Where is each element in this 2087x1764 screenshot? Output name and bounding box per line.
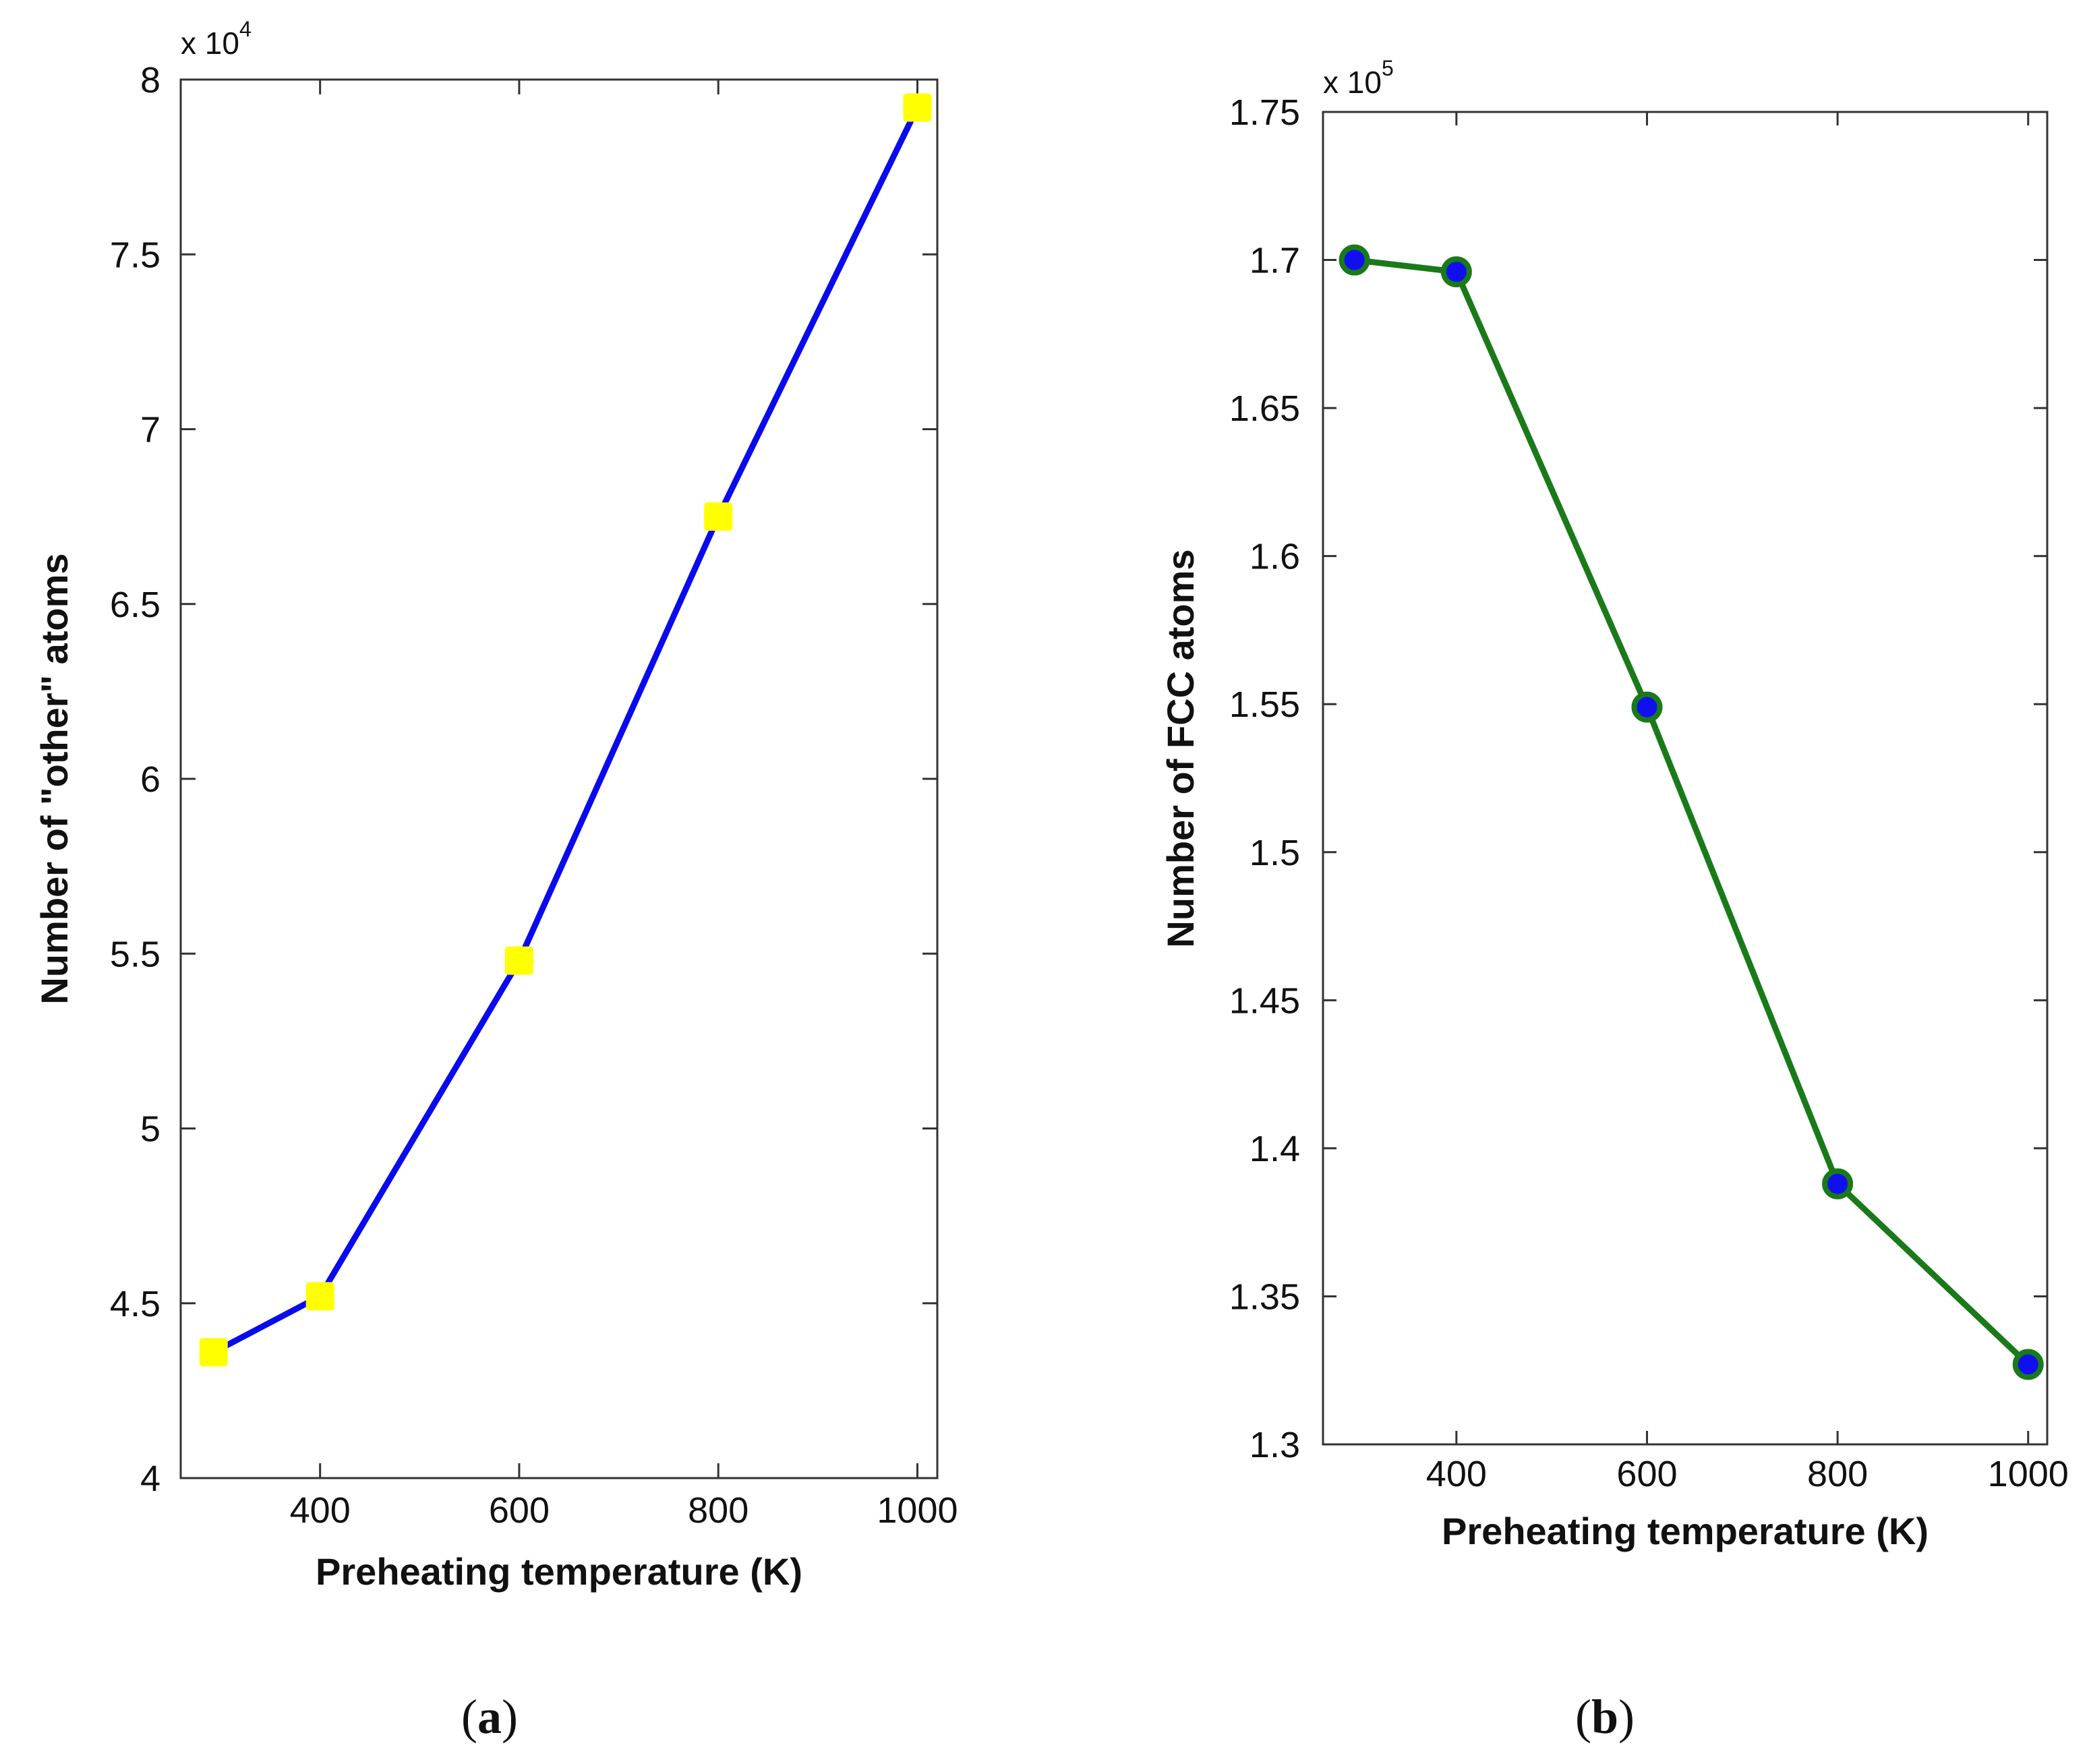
y-tick-label: 1.7 bbox=[1250, 241, 1300, 281]
y-tick-label: 1.35 bbox=[1229, 1276, 1300, 1317]
x-tick-label: 1000 bbox=[1988, 1454, 2069, 1494]
x-axis-label: Preheating temperature (K) bbox=[316, 1550, 802, 1593]
y-tick-label: 5 bbox=[140, 1109, 160, 1150]
x-axis-label: Preheating temperature (K) bbox=[1442, 1510, 1929, 1552]
data-point bbox=[704, 502, 733, 531]
x-ticks: 400 600 800 1000 bbox=[290, 80, 958, 1531]
y-multiplier: x 104 bbox=[181, 17, 252, 61]
x-tick-label: 1000 bbox=[877, 1490, 958, 1531]
y-tick-label: 7 bbox=[140, 410, 160, 450]
x-tick-label: 800 bbox=[688, 1490, 748, 1531]
x-tick-label: 800 bbox=[1807, 1454, 1868, 1494]
y-tick-label: 1.4 bbox=[1250, 1129, 1300, 1169]
y-tick-label: 7.5 bbox=[110, 235, 160, 275]
chart-panel-b: 1.3 1.35 1.4 1.45 1.5 1.55 1.6 1.65 1.7 1.75 400 6… bbox=[1159, 56, 2069, 1552]
data-point bbox=[305, 1282, 334, 1311]
x-tick-label: 600 bbox=[489, 1490, 550, 1531]
y-axis-label: Number of "other" atoms bbox=[33, 553, 76, 1004]
series-group bbox=[199, 93, 932, 1367]
y-tick-label: 1.6 bbox=[1250, 537, 1300, 577]
y-axis-label: Number of FCC atoms bbox=[1159, 549, 1202, 947]
caption-b: (b) bbox=[1575, 1690, 1635, 1744]
chart-panel-a: 4 4.5 5 5.5 6 6.5 7 7.5 8 400 600 800 1000 x 104 Pr… bbox=[33, 17, 958, 1593]
x-ticks: 400 600 800 1000 bbox=[1426, 112, 2069, 1494]
x-tick-label: 400 bbox=[290, 1490, 351, 1531]
y-tick-label: 1.5 bbox=[1250, 833, 1300, 873]
data-point bbox=[199, 1338, 228, 1367]
data-point bbox=[1631, 691, 1663, 723]
x-tick-label: 600 bbox=[1616, 1454, 1677, 1494]
y-tick-label: 1.65 bbox=[1229, 388, 1300, 429]
caption-a: (a) bbox=[461, 1690, 518, 1744]
data-point bbox=[504, 946, 533, 975]
y-tick-label: 6.5 bbox=[110, 585, 160, 625]
y-tick-label: 1.75 bbox=[1229, 92, 1300, 133]
y-tick-label: 1.55 bbox=[1229, 684, 1300, 725]
data-point bbox=[1440, 256, 1472, 288]
y-tick-label: 4.5 bbox=[110, 1284, 160, 1324]
y-tick-label: 4 bbox=[140, 1459, 160, 1499]
data-point bbox=[2012, 1349, 2044, 1380]
data-point bbox=[1339, 244, 1370, 276]
data-point bbox=[1822, 1168, 1854, 1200]
y-tick-label: 5.5 bbox=[110, 934, 160, 974]
x-tick-label: 400 bbox=[1426, 1454, 1487, 1494]
data-point bbox=[903, 93, 932, 122]
y-ticks: 4 4.5 5 5.5 6 6.5 7 7.5 8 bbox=[110, 60, 937, 1499]
y-tick-label: 1.45 bbox=[1229, 980, 1300, 1021]
plot-frame bbox=[179, 78, 939, 1479]
y-ticks: 1.3 1.35 1.4 1.45 1.5 1.55 1.6 1.65 1.7 1.75 bbox=[1229, 92, 2047, 1465]
y-tick-label: 1.3 bbox=[1250, 1425, 1300, 1465]
y-tick-label: 6 bbox=[140, 759, 160, 800]
y-multiplier: x 105 bbox=[1323, 56, 1394, 100]
series-group bbox=[1339, 244, 2044, 1380]
plot-frame bbox=[1322, 111, 2049, 1446]
y-tick-label: 8 bbox=[140, 60, 160, 100]
